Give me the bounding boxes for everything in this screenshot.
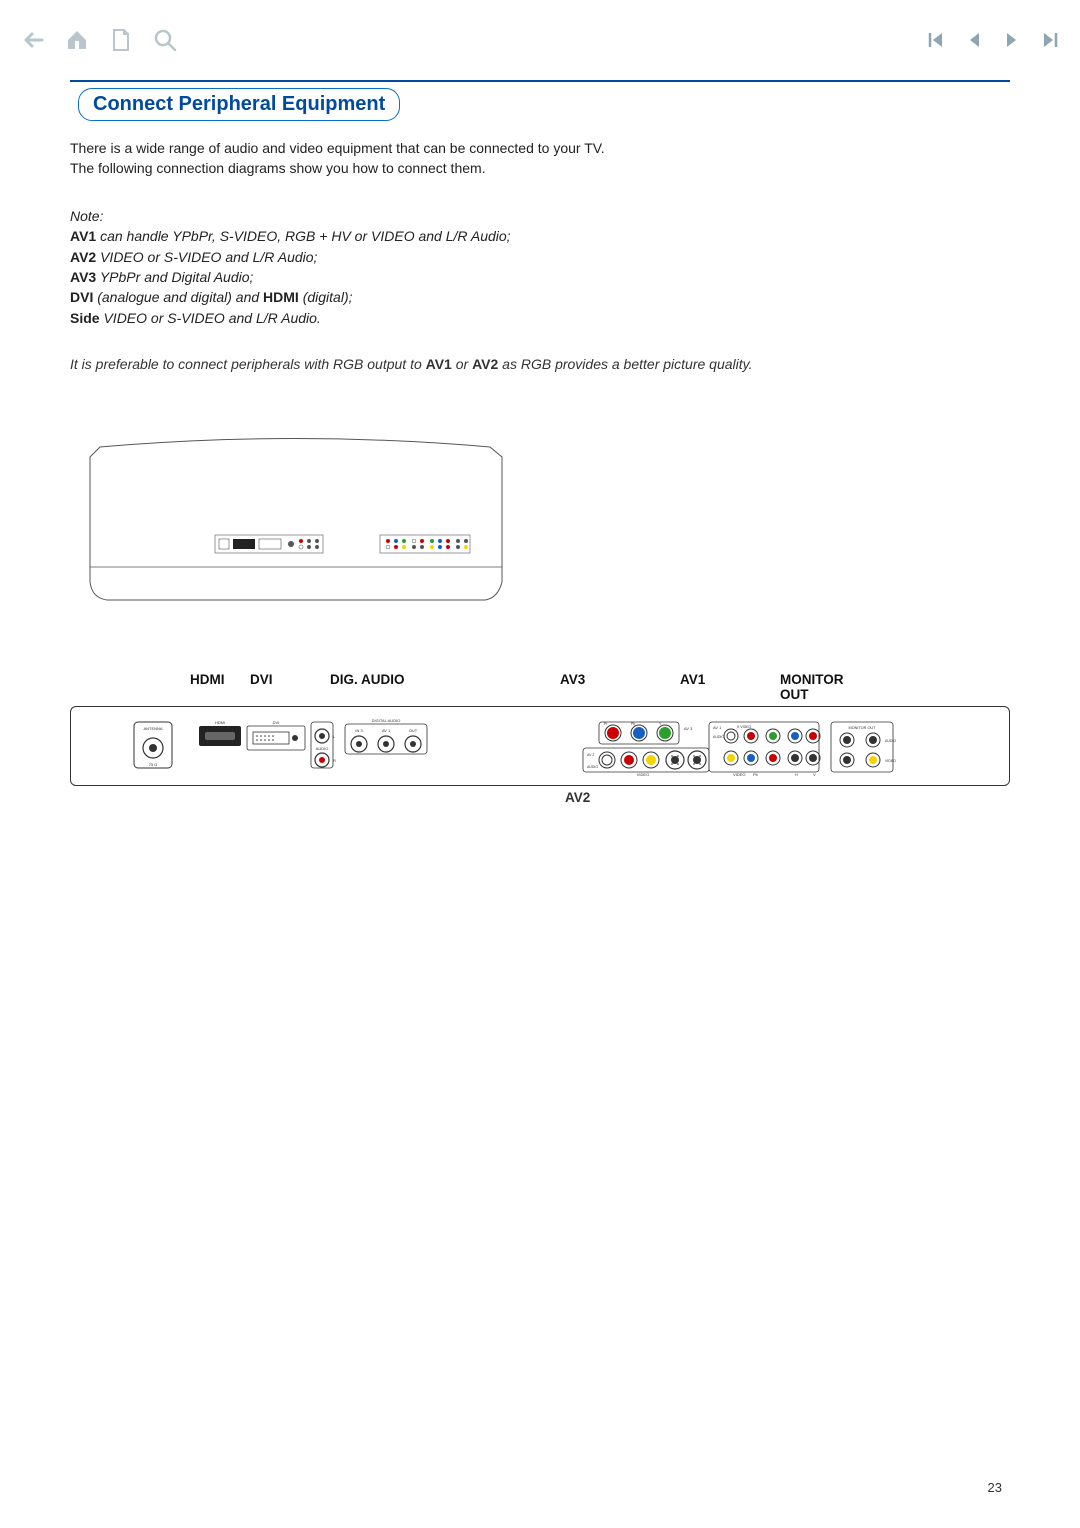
svg-text:AUDIO: AUDIO <box>885 739 896 743</box>
section-rule <box>70 80 1010 82</box>
svg-text:AUDIO: AUDIO <box>713 735 724 739</box>
label-av3: AV3 <box>560 672 680 702</box>
note-dvi: DVI (analogue and digital) and HDMI (dig… <box>70 289 353 305</box>
page-number: 23 <box>988 1480 1002 1495</box>
label-dvi: DVI <box>250 672 330 702</box>
note-av3: AV3 YPbPr and Digital Audio; <box>70 269 253 285</box>
svg-text:H: H <box>795 772 798 776</box>
note-label: Note: <box>70 208 103 224</box>
svg-text:AUDIO: AUDIO <box>316 746 329 751</box>
note-block: Note: AV1 can handle YPbPr, S-VIDEO, RGB… <box>70 206 1010 328</box>
prev-page-icon[interactable] <box>964 30 984 50</box>
document-page: Connect Peripheral Equipment There is a … <box>70 80 1010 805</box>
preference-text: It is preferable to connect peripherals … <box>70 356 1010 372</box>
toolbar-left <box>20 27 178 53</box>
svg-text:VIDEO: VIDEO <box>637 772 649 776</box>
last-page-icon[interactable] <box>1040 30 1060 50</box>
pdf-toolbar <box>20 10 1060 70</box>
label-av1: AV1 <box>680 672 780 702</box>
svg-text:DIGITAL AUDIO: DIGITAL AUDIO <box>372 718 401 723</box>
svg-text:VIDEO: VIDEO <box>885 759 896 763</box>
svg-text:IN 3: IN 3 <box>355 728 363 733</box>
svg-text:MONITOR OUT: MONITOR OUT <box>849 726 877 730</box>
svg-text:Pr: Pr <box>604 722 608 726</box>
svg-text:V: V <box>813 772 816 776</box>
label-digaudio: DIG. AUDIO <box>330 672 560 702</box>
svg-text:AV 2: AV 2 <box>587 753 594 757</box>
first-page-icon[interactable] <box>926 30 946 50</box>
svg-text:ANTENNA: ANTENNA <box>143 726 162 731</box>
intro-line1: There is a wide range of audio and video… <box>70 140 605 156</box>
svg-text:R: R <box>333 758 336 763</box>
tv-rear-diagram <box>80 432 510 612</box>
svg-text:AUDIO: AUDIO <box>587 765 598 769</box>
connector-labels-top: HDMI DVI DIG. AUDIO AV3 AV1 MONITOROUT <box>70 672 1010 702</box>
label-monitor: MONITOROUT <box>780 672 880 702</box>
svg-text:S VIDEO: S VIDEO <box>737 725 751 729</box>
svg-text:AV 3: AV 3 <box>684 726 693 731</box>
next-page-icon[interactable] <box>1002 30 1022 50</box>
svg-text:DVI: DVI <box>273 720 280 725</box>
intro-text: There is a wide range of audio and video… <box>70 139 1010 178</box>
note-side: Side VIDEO or S-VIDEO and L/R Audio. <box>70 310 321 326</box>
svg-text:OUT: OUT <box>409 728 418 733</box>
search-icon[interactable] <box>152 27 178 53</box>
svg-text:L: L <box>333 734 336 739</box>
home-icon[interactable] <box>64 27 90 53</box>
toolbar-right <box>926 30 1060 50</box>
svg-text:VIDEO: VIDEO <box>733 772 745 776</box>
label-av2: AV2 <box>565 790 625 805</box>
svg-text:75 Ω: 75 Ω <box>149 762 158 767</box>
back-icon[interactable] <box>20 27 46 53</box>
svg-text:HDMI: HDMI <box>215 720 225 725</box>
note-av2: AV2 VIDEO or S-VIDEO and L/R Audio; <box>70 249 317 265</box>
section-heading: Connect Peripheral Equipment <box>78 88 400 121</box>
page-icon[interactable] <box>108 27 134 53</box>
connector-panel-diagram: ANTENNA 75 Ω HDMI DVI <box>70 706 1010 786</box>
label-hdmi: HDMI <box>190 672 250 702</box>
svg-text:Pb: Pb <box>753 772 759 776</box>
svg-text:AV 1: AV 1 <box>713 725 722 730</box>
svg-text:AV 1: AV 1 <box>382 728 391 733</box>
svg-text:Pb: Pb <box>631 722 635 726</box>
note-av1: AV1 can handle YPbPr, S-VIDEO, RGB + HV … <box>70 228 511 244</box>
intro-line2: The following connection diagrams show y… <box>70 160 486 176</box>
